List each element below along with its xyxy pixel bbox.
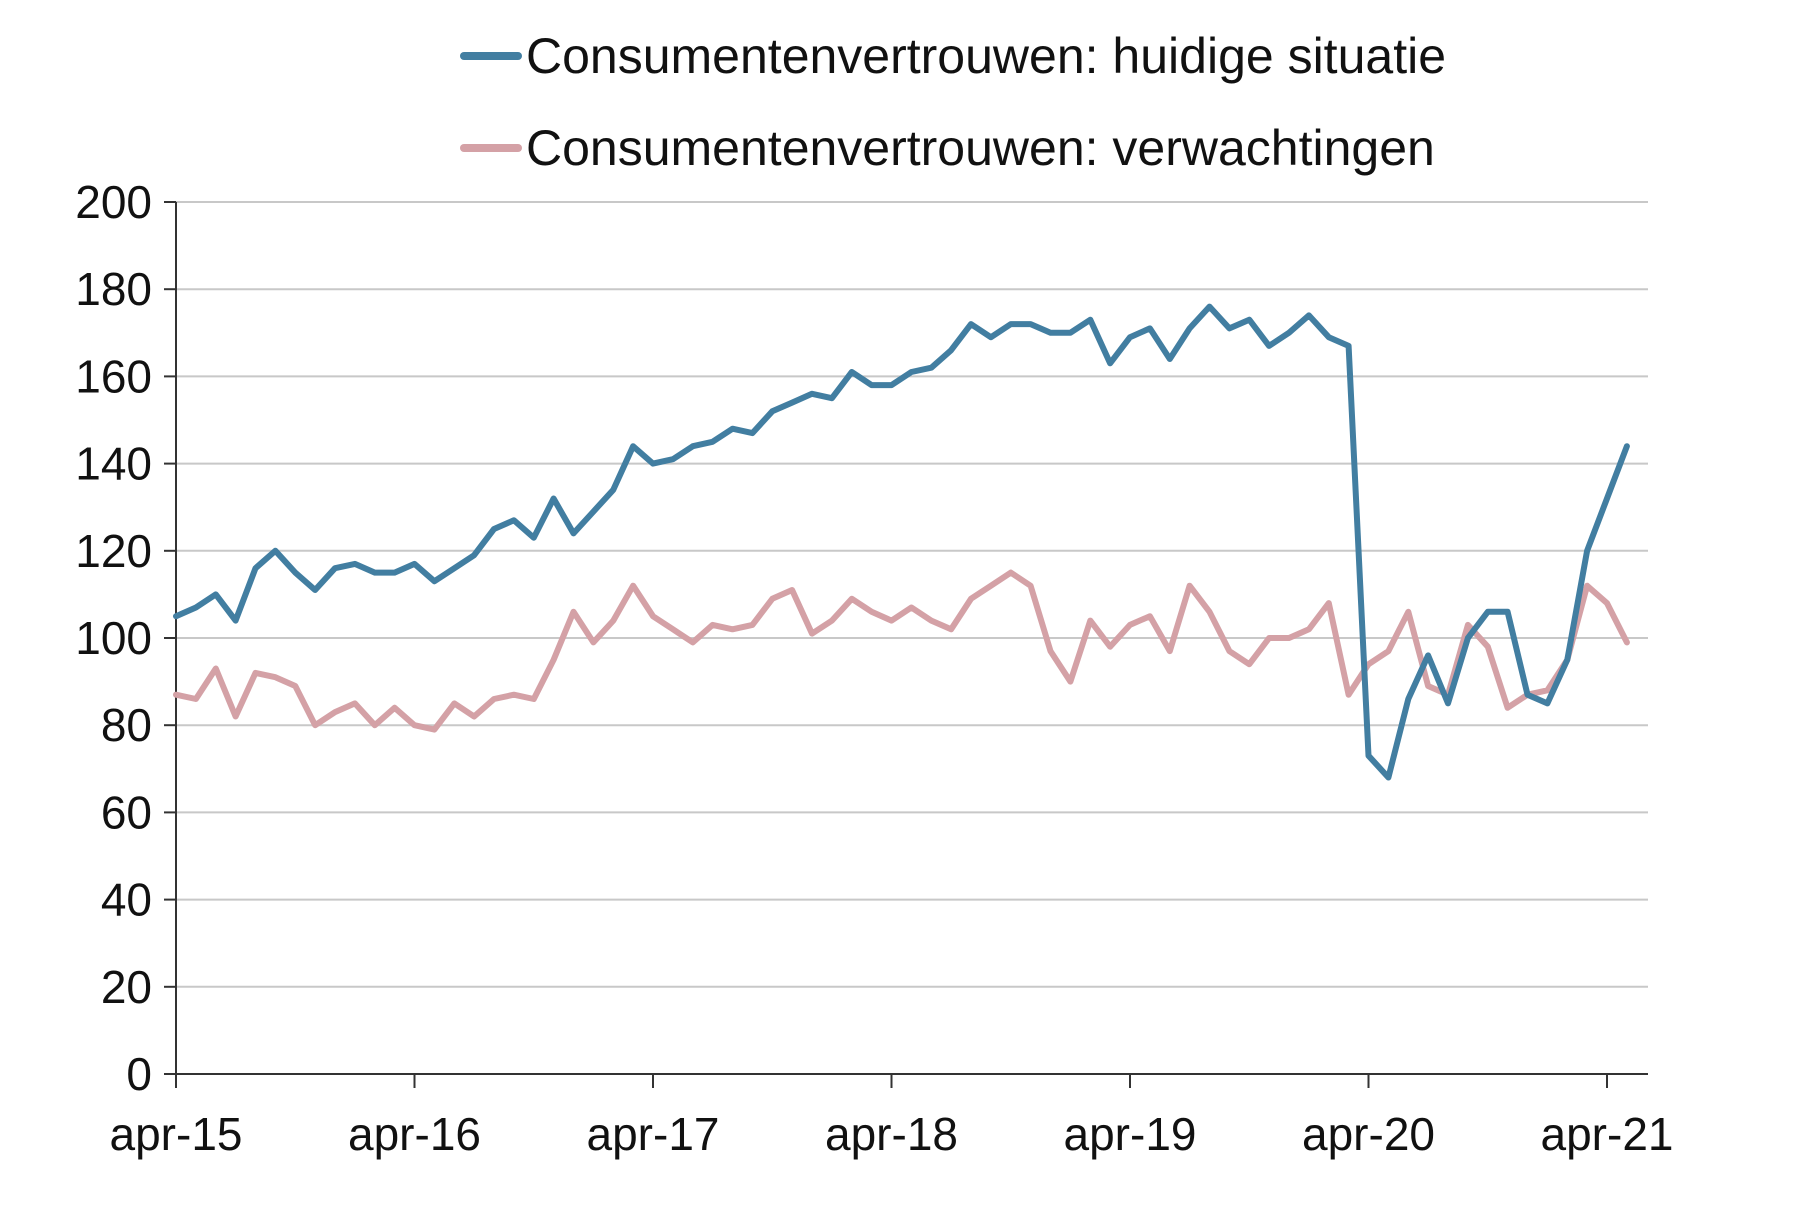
series-line-verwachtingen: [173, 569, 1630, 733]
y-axis-ticks: 0 20 40 60 80 100 120 140 160 180 200: [75, 176, 176, 1100]
x-tick-label-apr-15: apr-15: [110, 1108, 243, 1160]
x-tick-label-apr-19: apr-19: [1064, 1108, 1197, 1160]
y-tick-label-20: 20: [101, 961, 152, 1013]
x-tick-label-apr-16: apr-16: [348, 1108, 481, 1160]
legend-item-verwachtingen[interactable]: Consumentenvertrouwen: verwachtingen: [460, 120, 1446, 176]
legend-swatch-verwachtingen: [460, 144, 522, 152]
y-tick-label-160: 160: [75, 350, 152, 402]
y-tick-label-60: 60: [101, 786, 152, 838]
legend-label-huidige-situatie: Consumentenvertrouwen: huidige situatie: [526, 28, 1446, 84]
y-tick-label-140: 140: [75, 438, 152, 490]
y-tick-label-80: 80: [101, 699, 152, 751]
legend: Consumentenvertrouwen: huidige situatie …: [460, 28, 1446, 212]
y-tick-label-0: 0: [126, 1048, 152, 1100]
x-tick-label-apr-20: apr-20: [1302, 1108, 1435, 1160]
series-line-huidige-situatie: [173, 303, 1630, 781]
x-tick-label-apr-17: apr-17: [587, 1108, 720, 1160]
legend-swatch-huidige-situatie: [460, 52, 522, 60]
series-lines: [173, 303, 1630, 781]
legend-item-huidige-situatie[interactable]: Consumentenvertrouwen: huidige situatie: [460, 28, 1446, 84]
legend-label-verwachtingen: Consumentenvertrouwen: verwachtingen: [526, 120, 1435, 176]
y-tick-label-200: 200: [75, 176, 152, 228]
x-axis-ticks: apr-15 apr-16 apr-17 apr-18 apr-19 apr-20 apr-…: [110, 1074, 1674, 1160]
y-tick-label-120: 120: [75, 525, 152, 577]
gridlines: [176, 201, 1648, 988]
x-tick-label-apr-21: apr-21: [1541, 1108, 1674, 1160]
x-tick-label-apr-18: apr-18: [825, 1108, 958, 1160]
y-tick-label-40: 40: [101, 874, 152, 926]
y-tick-label-180: 180: [75, 263, 152, 315]
y-tick-label-100: 100: [75, 612, 152, 664]
